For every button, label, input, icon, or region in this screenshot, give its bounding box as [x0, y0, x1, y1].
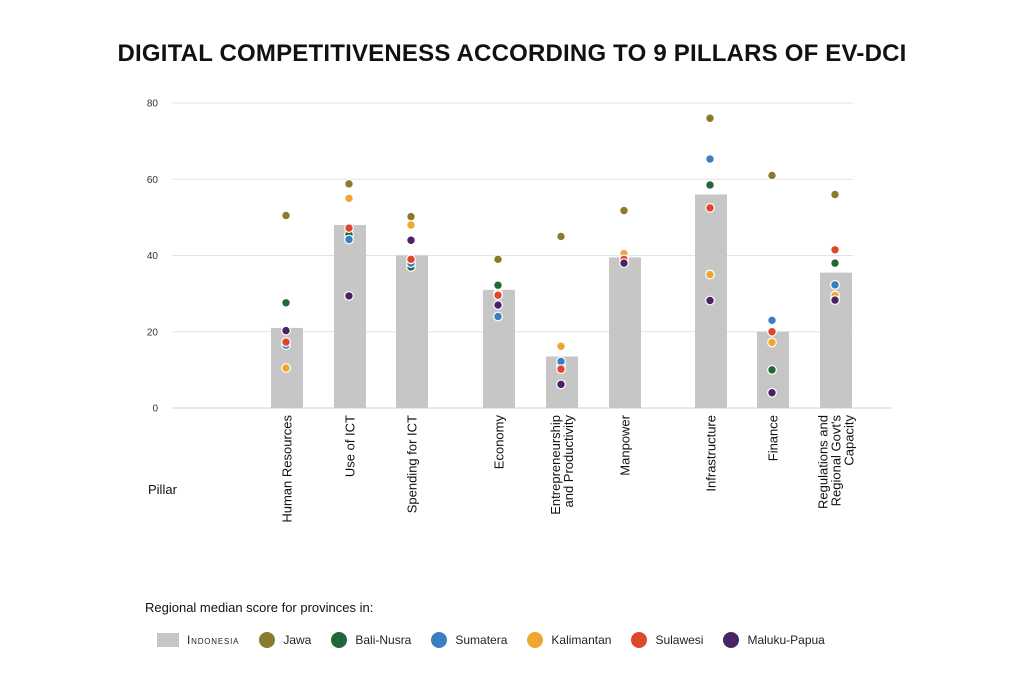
y-tick-label: 60 [147, 175, 159, 186]
legend-swatch-indonesia [157, 633, 179, 647]
point-jawa-infrastructure [705, 113, 715, 124]
point-bali-nusra-infrastructure [705, 180, 715, 190]
legend-item-bali-nusra: Bali-Nusra [331, 632, 411, 648]
x-tick-label-manpower: Manpower [618, 414, 633, 475]
y-tick-label: 20 [147, 327, 159, 338]
x-tick-label-finance: Finance [766, 415, 781, 461]
y-axis-ticks: 0 20 40 60 80 [147, 99, 159, 415]
legend-swatch-kalimantan [527, 632, 544, 648]
point-maluku-papua-infrastructure [705, 295, 715, 306]
bar-use-of-ict [334, 225, 366, 408]
point-jawa-finance [767, 170, 777, 181]
point-sumatera-use-of-ict [344, 234, 354, 245]
legend-swatch-jawa [259, 632, 276, 648]
region-points [281, 113, 840, 398]
legend-label-indonesia: Indonesia [187, 633, 240, 647]
x-tick-label-entrepreneurship-and-productivity: Entrepreneurshipand Productivity [548, 415, 576, 515]
point-maluku-papua-finance [767, 387, 777, 398]
point-jawa-human-resources [281, 210, 291, 221]
legend-title: Regional median score for provinces in: [145, 600, 374, 615]
x-tick-label-use-of-ict: Use of ICT [343, 415, 358, 477]
point-sulawesi-use-of-ict [344, 223, 354, 233]
legend-label-sumatera: Sumatera [455, 633, 508, 647]
legend-label-bali-nusra: Bali-Nusra [355, 633, 412, 647]
bars-indonesia [271, 194, 852, 408]
y-tick-label: 80 [147, 99, 159, 110]
x-axis-category-labels: Human Resources Use of ICT Spending for IC… [280, 414, 857, 522]
x-tick-label-infrastructure: Infrastructure [704, 415, 719, 492]
y-tick-label: 40 [147, 251, 159, 262]
point-maluku-papua-use-of-ict [344, 291, 354, 301]
legend-item-sumatera: Sumatera [431, 632, 507, 648]
legend-swatch-bali-nusra [331, 632, 348, 648]
point-maluku-papua-economy [493, 300, 503, 310]
point-sulawesi-spending-for-ict [406, 254, 416, 265]
point-sulawesi-entrepreneurship-and-productivity [556, 364, 566, 375]
point-bali-nusra-regulations-and-regional-govt-s-capacity [830, 258, 840, 269]
legend-swatch-maluku-papua [723, 632, 740, 648]
point-bali-nusra-human-resources [281, 297, 291, 308]
point-maluku-papua-manpower [619, 258, 629, 269]
legend-label-jawa: Jawa [283, 633, 312, 647]
legend-swatch-sumatera [431, 632, 448, 648]
y-tick-label: 0 [152, 404, 158, 415]
point-jawa-regulations-and-regional-govt-s-capacity [830, 189, 840, 200]
legend-item-sulawesi: Sulawesi [631, 632, 703, 648]
x-axis-label: Pillar [148, 482, 178, 497]
point-kalimantan-infrastructure [705, 269, 715, 280]
point-sumatera-economy [493, 311, 503, 322]
point-kalimantan-spending-for-ict [406, 220, 416, 230]
point-sumatera-infrastructure [705, 154, 715, 164]
point-sulawesi-infrastructure [705, 202, 715, 213]
legend-item-indonesia: Indonesia [157, 633, 239, 647]
chart-title: DIGITAL COMPETITIVENESS ACCORDING TO 9 P… [117, 40, 907, 67]
point-jawa-entrepreneurship-and-productivity [556, 231, 566, 242]
point-jawa-use-of-ict [344, 178, 354, 189]
legend-item-maluku-papua: Maluku-Papua [723, 632, 825, 648]
legend-item-jawa: Jawa [259, 632, 311, 648]
point-maluku-papua-human-resources [281, 325, 291, 336]
point-sulawesi-human-resources [281, 337, 291, 347]
point-bali-nusra-finance [767, 364, 777, 375]
point-jawa-economy [493, 254, 503, 265]
point-sulawesi-finance [767, 326, 777, 337]
legend-swatch-sulawesi [631, 632, 648, 648]
point-bali-nusra-economy [493, 280, 503, 291]
point-maluku-papua-entrepreneurship-and-productivity [556, 379, 566, 390]
point-maluku-papua-regulations-and-regional-govt-s-capacity [830, 295, 840, 306]
point-kalimantan-entrepreneurship-and-productivity [556, 341, 566, 352]
point-kalimantan-human-resources [281, 363, 291, 373]
bar-spending-for-ict [396, 255, 428, 408]
bar-manpower [609, 257, 641, 408]
point-sumatera-regulations-and-regional-govt-s-capacity [830, 279, 840, 290]
legend-label-sulawesi: Sulawesi [655, 633, 704, 647]
point-jawa-spending-for-ict [406, 211, 416, 222]
point-kalimantan-finance [767, 337, 777, 348]
point-sulawesi-regulations-and-regional-govt-s-capacity [830, 244, 840, 255]
point-sulawesi-economy [493, 290, 503, 301]
point-maluku-papua-spending-for-ict [406, 235, 416, 246]
legend-item-kalimantan: Kalimantan [527, 632, 611, 648]
legend-label-kalimantan: Kalimantan [551, 633, 612, 647]
x-tick-label-regulations-and-regional-govt-s-capacity: Regulations andRegional Govt'sCapacity [816, 415, 857, 509]
point-jawa-manpower [619, 205, 629, 216]
legend-label-maluku-papua: Maluku-Papua [747, 633, 825, 647]
x-tick-label-spending-for-ict: Spending for ICT [405, 415, 420, 513]
point-kalimantan-use-of-ict [344, 193, 354, 204]
legend: Indonesia Jawa Bali-Nusra Sumatera Kalimant… [157, 630, 845, 650]
x-tick-label-economy: Economy [492, 415, 507, 470]
chart-plot: 0 20 40 60 80 Human Resources Use of ICT Spend… [147, 99, 892, 523]
point-sumatera-finance [767, 315, 777, 326]
x-tick-label-human-resources: Human Resources [280, 415, 295, 523]
